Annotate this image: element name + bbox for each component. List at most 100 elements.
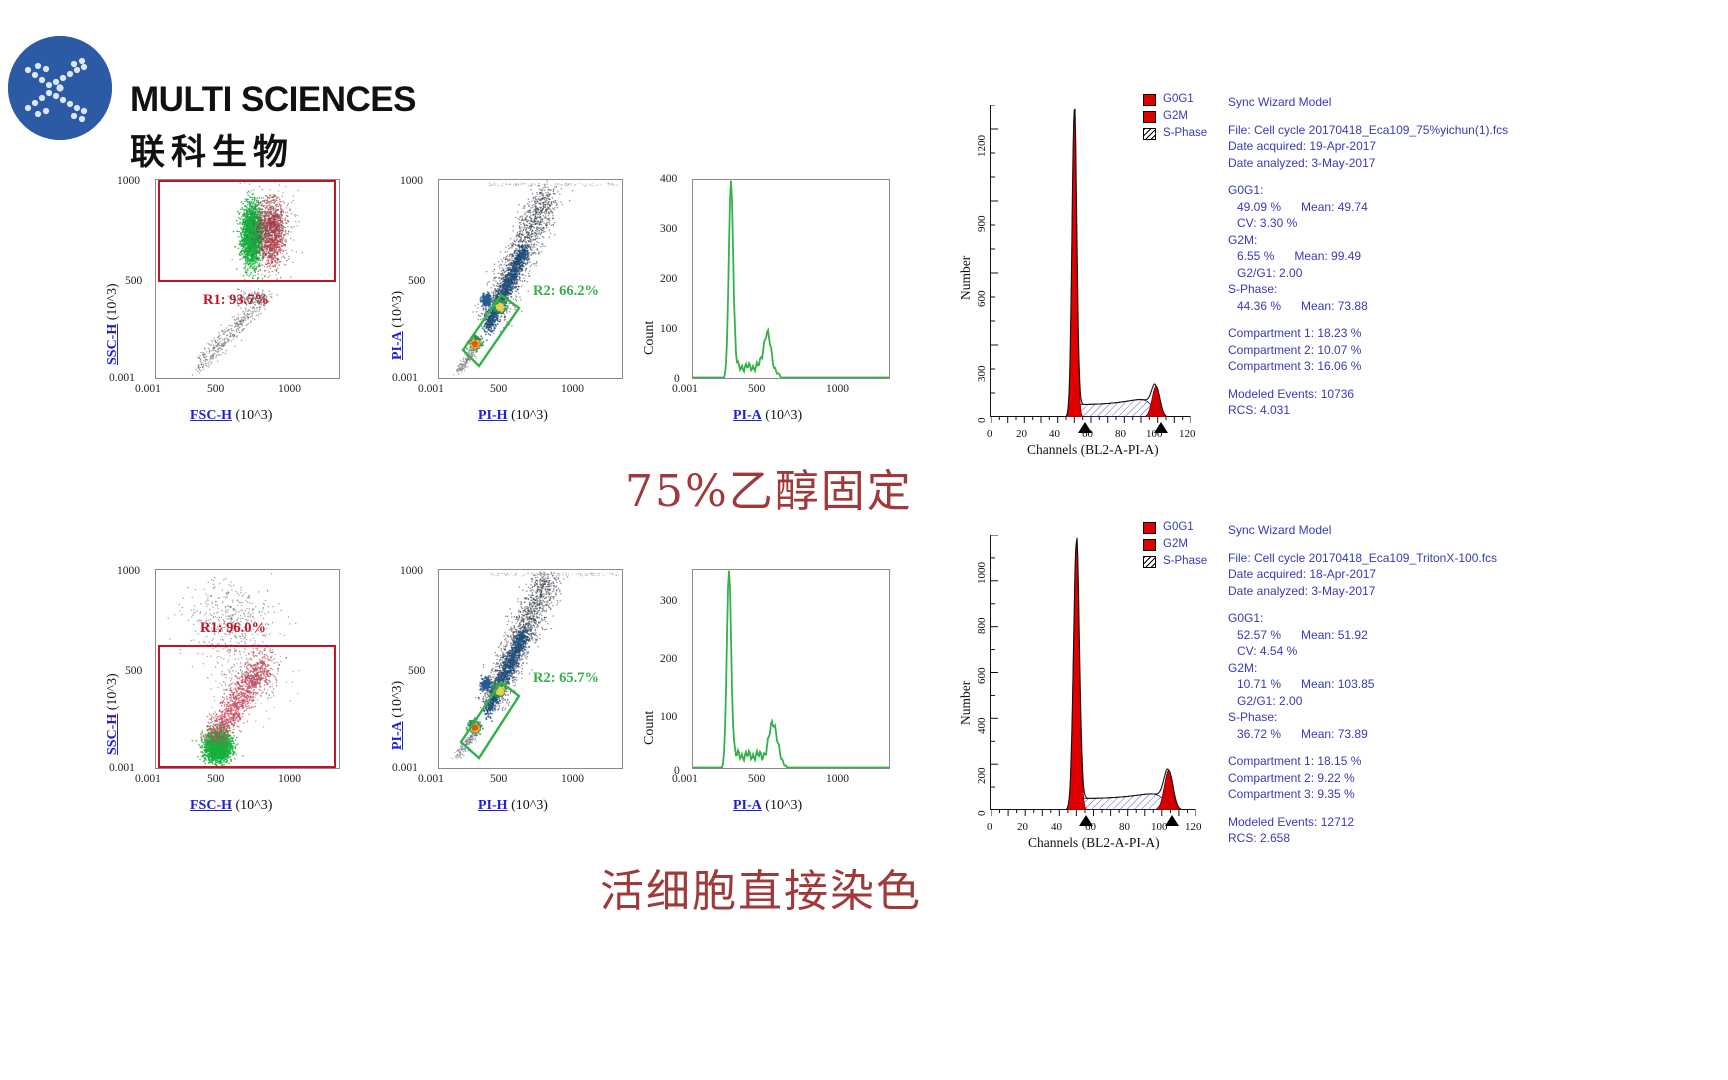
x-axis-label: PI-A (10^3)	[733, 798, 803, 813]
y-tick-200: 200	[976, 767, 988, 785]
g2m-mean: Mean: 103.85	[1301, 677, 1375, 691]
y-tick-0001: 0.001	[392, 372, 418, 384]
gate-r1-region[interactable]	[158, 645, 336, 768]
x-tick-0001: 0.001	[418, 383, 444, 395]
legend-label: G2M	[1163, 110, 1188, 122]
sphase-heading: S-Phase:	[1228, 282, 1278, 296]
y-axis-line	[990, 105, 992, 417]
plot-area	[438, 179, 623, 379]
plot-area	[692, 569, 890, 769]
plot-fsc-ssc-bottom: SSC-H (10^3) 1000 500 0.001 R1: 96.0% 0.…	[95, 555, 345, 820]
sphase-mean: Mean: 73.89	[1301, 726, 1368, 741]
x-tick-40: 40	[1049, 428, 1060, 440]
y-tick-400: 400	[660, 173, 678, 185]
marker-g0g1[interactable]	[1078, 422, 1092, 433]
marker-g2m[interactable]	[1154, 422, 1168, 433]
density-scatter-data	[451, 571, 619, 760]
y-tick-100: 100	[660, 711, 678, 723]
y-tick-200: 200	[660, 653, 678, 665]
plot-cellcycle-top: Number 1200 900 600 300 0 0 20 40 60 80 …	[950, 85, 1200, 457]
model-name: Sync Wizard Model	[1228, 523, 1332, 537]
cellcycle-curves	[991, 105, 1191, 417]
y-tick-300: 300	[976, 365, 988, 383]
g0g1-percent: 52.57 %	[1237, 627, 1282, 642]
gate-r1-label: R1: 93.7%	[203, 292, 270, 308]
compartment-2: Compartment 2: 10.07 %	[1228, 342, 1362, 357]
gate-r1-region[interactable]	[158, 180, 336, 282]
y-tick-500: 500	[125, 665, 143, 677]
modeled-events: Modeled Events: 10736	[1228, 386, 1355, 401]
x-tick-20: 20	[1016, 428, 1027, 440]
x-axis-ticks	[991, 809, 1196, 816]
plot-fsc-ssc-top: SSC-H (10^3) 1000 500 0.001 R1: 93.7% 0.…	[95, 165, 345, 430]
stats-panel-top: Sync Wizard Model File: Cell cycle 20170…	[1228, 94, 1508, 419]
g2m-percent: 6.55 %	[1237, 249, 1275, 263]
compartment-1: Compartment 1: 18.15 %	[1228, 754, 1362, 768]
y-tick-0001: 0.001	[392, 762, 418, 774]
multi-sciences-logo-icon	[8, 36, 112, 140]
y-tick-800: 800	[976, 617, 988, 635]
plot-count-histogram-bottom: Count 300 200 100 0 0.001 500 1000 PI-A …	[630, 555, 895, 820]
y-tick-1000: 1000	[400, 175, 423, 187]
g0g1-heading: G0G1:	[1228, 611, 1264, 625]
y-tick-300: 300	[660, 223, 678, 235]
x-tick-1000: 1000	[826, 383, 849, 395]
brand-logo: MULTI SCIENCES 联科生物	[8, 32, 438, 173]
logo-text-chinese: 联科生物	[130, 133, 295, 173]
date-acquired: Date acquired: 19-Apr-2017	[1228, 139, 1377, 153]
x-tick-0001: 0.001	[135, 383, 161, 395]
file-name: File: Cell cycle 20170418_Eca109_75%yich…	[1228, 122, 1509, 137]
x-tick-100: 100	[1146, 428, 1163, 440]
g0g1-mean: Mean: 51.92	[1301, 627, 1368, 642]
y-axis-label: PI-A (10^3)	[390, 680, 405, 750]
legend-label: G0G1	[1163, 93, 1194, 105]
x-tick-80: 80	[1115, 428, 1126, 440]
x-axis-ticks	[991, 416, 1191, 423]
y-tick-0: 0	[976, 810, 988, 817]
x-axis-label: Channels (BL2-A-PI-A)	[1027, 442, 1159, 457]
logo-text-english: MULTI SCIENCES	[130, 80, 416, 119]
marker-g0g1[interactable]	[1079, 815, 1093, 826]
file-name: File: Cell cycle 20170418_Eca109_TritonX…	[1228, 550, 1498, 565]
x-tick-500: 500	[748, 383, 766, 395]
legend-label: S-Phase	[1163, 127, 1208, 139]
x-tick-1000: 1000	[561, 383, 584, 395]
x-tick-500: 500	[207, 383, 225, 395]
sphase-percent: 44.36 %	[1237, 298, 1282, 313]
marker-g2m[interactable]	[1165, 815, 1179, 826]
sphase-heading: S-Phase:	[1228, 710, 1278, 724]
x-tick-80: 80	[1119, 821, 1130, 833]
plot-area	[155, 569, 340, 769]
x-tick-120: 120	[1179, 428, 1196, 440]
y-axis-label: SSC-H (10^3)	[105, 673, 120, 755]
legend-label: S-Phase	[1163, 555, 1208, 567]
g2m-heading: G2M:	[1228, 232, 1258, 247]
x-tick-120: 120	[1185, 821, 1202, 833]
legend-label: G0G1	[1163, 521, 1194, 533]
legend-label: G2M	[1163, 538, 1188, 550]
x-tick-500: 500	[748, 773, 766, 785]
g2m-mean: Mean: 99.49	[1294, 249, 1362, 263]
g2m-swatch-icon	[1143, 111, 1156, 123]
y-tick-500: 500	[408, 665, 426, 677]
y-tick-1000: 1000	[117, 175, 140, 187]
x-axis-label: PI-A (10^3)	[733, 408, 803, 423]
g0g1-heading: G0G1:	[1228, 183, 1264, 197]
x-tick-100: 100	[1151, 821, 1168, 833]
y-tick-1000: 1000	[976, 562, 988, 584]
sphase-mean: Mean: 73.88	[1301, 298, 1368, 313]
compartment-3: Compartment 3: 9.35 %	[1228, 787, 1355, 801]
caption-top: 75%乙醇固定	[625, 466, 913, 517]
scatter-data-points	[191, 181, 303, 376]
y-tick-300: 300	[660, 595, 678, 607]
sphase-swatch-icon	[1143, 128, 1156, 140]
y-axis-label: SSC-H (10^3)	[105, 283, 120, 365]
x-axis-label: PI-H (10^3)	[478, 798, 548, 813]
x-tick-1000: 1000	[826, 773, 849, 785]
gate-r1-label: R1: 96.0%	[200, 620, 267, 636]
y-tick-500: 500	[125, 275, 143, 287]
y-axis-label: PI-A (10^3)	[390, 290, 405, 360]
y-tick-1000: 1000	[400, 565, 423, 577]
date-acquired: Date acquired: 18-Apr-2017	[1228, 567, 1377, 581]
y-tick-400: 400	[976, 717, 988, 735]
